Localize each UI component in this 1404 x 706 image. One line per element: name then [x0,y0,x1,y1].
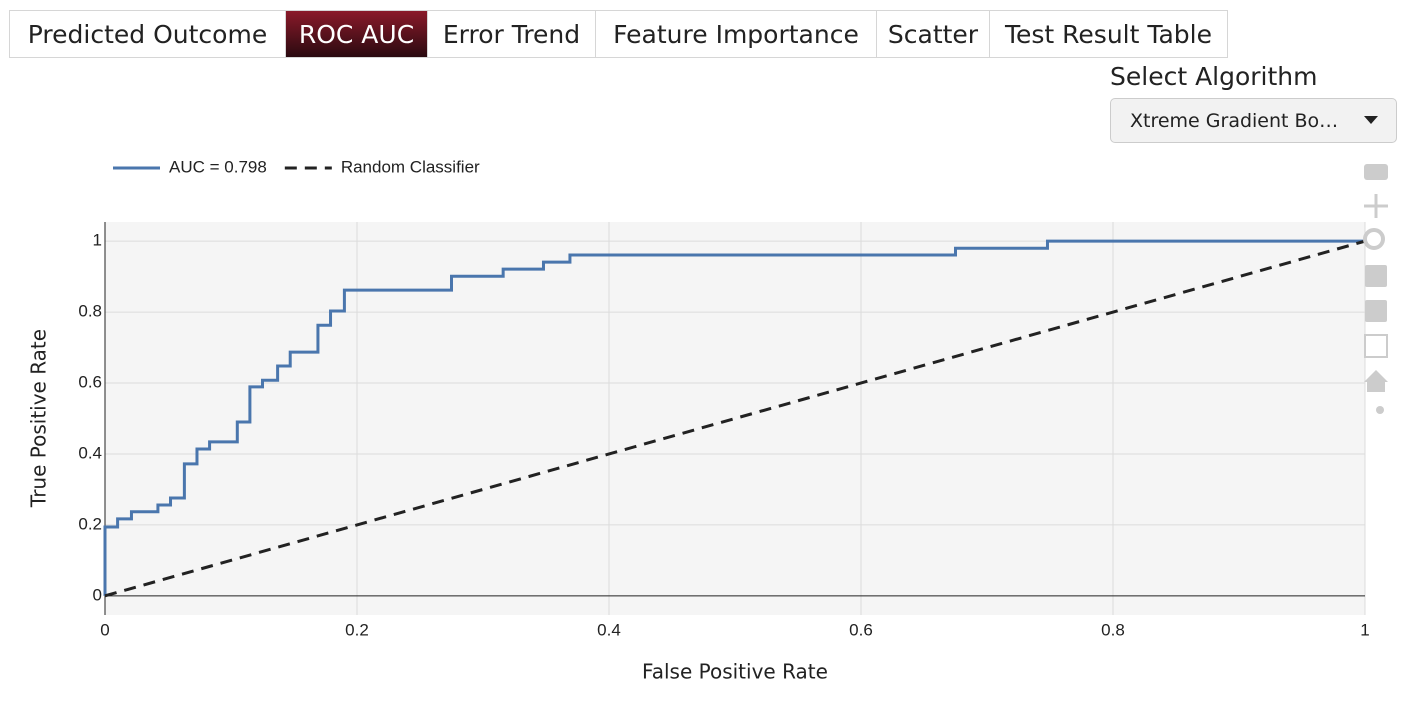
tab[interactable]: Feature Importance [595,10,877,58]
algorithm-dropdown[interactable]: Xtreme Gradient Bo… [1110,98,1397,143]
tab[interactable]: Scatter [876,10,990,58]
x-tick-label: 0.6 [849,620,873,639]
y-tick-label: 0.2 [78,514,102,533]
x-tick-label: 0.2 [345,620,369,639]
tab[interactable]: Test Result Table [989,10,1228,58]
autoscale-icon[interactable] [1364,334,1388,358]
roc-line [103,239,1365,596]
x-tick-label: 0.4 [597,620,621,639]
select-label: Select Algorithm [1110,62,1318,91]
zoom-icon[interactable] [1363,228,1385,250]
y-tick-label: 0.8 [78,302,102,321]
tab[interactable]: ROC AUC [285,10,428,58]
x-tick-label: 1 [1360,620,1369,639]
tab-bar: Predicted Outcome ROC AUC Error Trend Featu… [9,10,1228,58]
legend-label: Random Classifier [341,157,480,176]
tab[interactable]: Error Trend [427,10,596,58]
x-axis-title: False Positive Rate [642,660,828,684]
pan-icon[interactable] [1364,194,1388,218]
plot-background [105,222,1365,615]
zoom-out-icon[interactable] [1365,300,1387,322]
tab[interactable]: Predicted Outcome [9,10,286,58]
modebar [1363,164,1388,414]
x-tick-label: 0.8 [1101,620,1125,639]
y-tick-label: 0.6 [78,373,102,392]
caret [1364,116,1378,124]
y-tick-label: 0.4 [78,443,102,462]
legend-label: AUC = 0.798 [169,157,267,176]
y-axis-title: True Positive Rate [27,329,51,508]
y-tick-label: 0 [93,585,102,604]
reset-icon[interactable] [1364,370,1388,392]
dropdown-value: Xtreme Gradient Bo… [1130,109,1339,132]
y-tick-label: 1 [93,231,102,250]
x-tick-label: 0 [100,620,109,639]
camera-icon[interactable] [1364,164,1388,180]
roc-line [104,239,1366,598]
zoom-in-icon[interactable] [1365,265,1387,287]
spike-icon[interactable] [1376,406,1384,414]
